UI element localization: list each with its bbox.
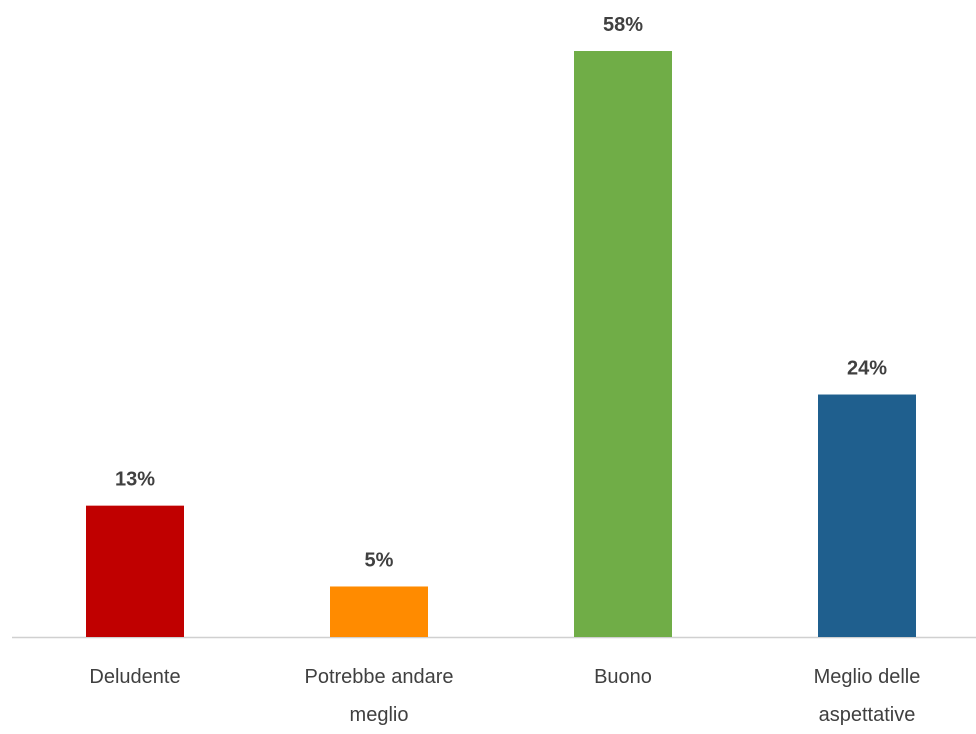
value-label: 13% bbox=[115, 469, 155, 491]
bar bbox=[818, 394, 916, 637]
bar bbox=[86, 505, 184, 637]
x-tick-label: Meglio delle aspettative bbox=[813, 666, 921, 726]
bar bbox=[330, 586, 428, 637]
value-label: 24% bbox=[847, 358, 887, 380]
value-label: 58% bbox=[603, 14, 643, 36]
x-tick-label: Potrebbe andare meglio bbox=[304, 666, 454, 726]
bar bbox=[574, 51, 672, 637]
value-label: 5% bbox=[365, 549, 394, 571]
x-tick-label: Buono bbox=[594, 666, 652, 688]
x-tick-label: Deludente bbox=[89, 666, 181, 688]
